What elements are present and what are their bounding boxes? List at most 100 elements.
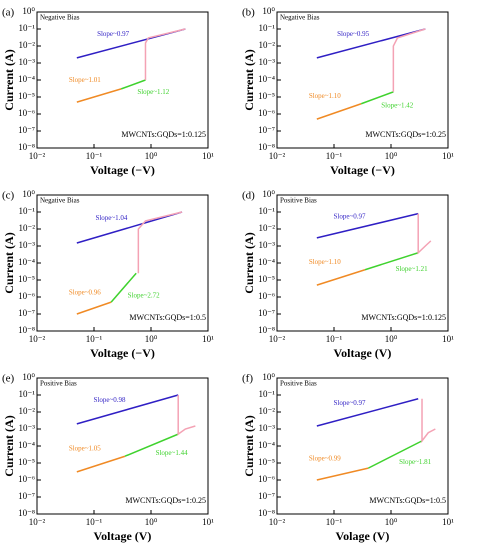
data-line [316,269,366,286]
y-axis-label: Current (A) [2,415,16,476]
y-tick-label: 10⁻⁶ [258,291,275,301]
y-tick-label: 10⁻³ [259,57,276,67]
y-tick-label: 10⁻³ [19,423,36,433]
data-line [360,91,394,105]
data-line [76,301,112,315]
y-tick-label: 10⁰ [22,189,35,199]
x-tick-label: 10¹ [202,151,214,161]
bias-label: Negative Bias [280,14,320,22]
x-axis-label: Voltage (−V) [90,346,155,360]
data-line [316,467,369,481]
y-tick-label: 10⁻⁷ [258,308,275,318]
y-tick-label: 10⁻⁴ [18,440,35,450]
data-line [110,272,137,303]
data-line [76,88,122,103]
y-axis-label: Current (A) [242,232,256,293]
y-tick-label: 10⁻⁷ [18,308,35,318]
data-line [364,252,419,271]
data-line [417,213,432,255]
y-tick-label: 10⁻¹ [259,206,276,216]
y-tick-label: 10⁻¹ [19,206,36,216]
slope-annotation: Slope~0.97 [334,399,366,407]
panel-label: (c) [2,190,15,202]
slope-annotation: Slope~0.99 [309,455,341,463]
slope-annotation: Slope~1.10 [309,258,341,266]
y-tick-label: 10⁻⁸ [258,325,275,335]
x-axis-label: Voltage (−V) [330,163,395,177]
x-tick-label: 10⁻² [269,334,286,344]
panel: 10⁻⁸ 10⁻⁷ 10⁻⁶ 10⁻⁵ 10⁻⁴ 10⁻³ 10⁻² 10⁻¹ 10⁰ 10⁻² 1… [242,6,454,177]
slope-annotation: Slope~0.97 [334,212,366,220]
x-axis-label: Voltage (V) [94,529,152,543]
y-tick-label: 10⁻² [259,406,276,416]
slope-annotation: Slope~0.95 [337,30,369,38]
data-line [76,455,126,473]
y-tick-label: 10⁻⁴ [258,440,275,450]
slope-annotation: Slope~1.44 [156,449,188,457]
y-tick-label: 10⁰ [262,6,275,16]
y-tick-label: 10⁻⁵ [258,274,275,284]
sample-label: MWCNTs:GQDs=1:0.125 [361,313,446,322]
y-tick-label: 10⁻⁴ [258,257,275,267]
y-tick-label: 10⁰ [262,189,275,199]
y-tick-label: 10⁻⁶ [18,291,35,301]
y-tick-label: 10⁻⁸ [18,325,35,335]
data-line [316,398,419,427]
y-tick-label: 10⁻⁴ [18,257,35,267]
y-tick-label: 10⁻¹ [19,389,36,399]
slope-annotation: Slope~1.21 [396,265,428,273]
y-tick-label: 10⁻⁸ [18,508,35,518]
slope-annotation: Slope~1.42 [381,101,413,109]
y-tick-label: 10⁻⁵ [18,457,35,467]
data-line [120,79,146,90]
data-line [421,398,436,444]
x-tick-label: 10⁰ [145,517,158,527]
slope-annotation: Slope~1.81 [399,458,431,466]
data-line [316,103,362,120]
y-axis-label: Current (A) [242,49,256,110]
y-tick-label: 10⁻⁵ [18,274,35,284]
panel-label: (e) [2,373,15,385]
y-tick-label: 10⁻³ [259,240,276,250]
data-line [76,394,179,425]
panel: 10⁻⁸ 10⁻⁷ 10⁻⁶ 10⁻⁵ 10⁻⁴ 10⁻³ 10⁻² 10⁻¹ 10⁰ 10⁻² 1… [2,6,214,177]
panel-label: (f) [242,373,253,385]
y-tick-label: 10⁰ [22,372,35,382]
x-tick-label: 10⁻² [29,517,46,527]
slope-annotation: Slope~1.05 [69,445,101,453]
y-tick-label: 10⁻⁷ [18,125,35,135]
slope-annotation: Slope~1.10 [309,92,341,100]
slope-annotation: Slope~0.96 [69,289,101,297]
slope-annotation: Slope~0.97 [97,30,129,38]
y-axis-label: Current (A) [2,232,16,293]
x-tick-label: 10⁻² [269,151,286,161]
x-tick-label: 10⁻¹ [86,517,103,527]
data-line [76,211,183,244]
bias-label: Negative Bias [40,197,80,205]
slope-annotation: Slope~1.01 [69,76,101,84]
x-tick-label: 10⁰ [145,334,158,344]
sample-label: MWCNTs:GQDs=1:0.5 [129,313,206,322]
y-tick-label: 10⁻⁸ [258,142,275,152]
x-tick-label: 10¹ [442,517,454,527]
x-tick-label: 10¹ [202,517,214,527]
y-tick-label: 10⁻⁶ [18,474,35,484]
x-tick-label: 10¹ [442,334,454,344]
y-tick-label: 10⁻⁵ [18,91,35,101]
y-tick-label: 10⁻² [259,223,276,233]
panel: 10⁻⁸ 10⁻⁷ 10⁻⁶ 10⁻⁵ 10⁻⁴ 10⁻³ 10⁻² 10⁻¹ 10⁰ 10⁻² 1… [242,189,454,360]
y-tick-label: 10⁻⁷ [258,125,275,135]
slope-annotation: Slope~1.04 [95,214,127,222]
bias-label: Positive Bias [280,197,317,205]
y-tick-label: 10⁻² [19,223,36,233]
data-line [124,433,179,457]
bias-label: Negative Bias [40,14,80,22]
y-tick-label: 10⁻⁶ [258,474,275,484]
y-tick-label: 10⁻⁸ [18,142,35,152]
y-tick-label: 10⁻² [19,406,36,416]
x-tick-label: 10⁻¹ [86,334,103,344]
x-axis-label: Voltage (V) [334,346,392,360]
sample-label: MWCNTs:GQDs=1:0.5 [369,496,446,505]
y-tick-label: 10⁻³ [19,57,36,67]
x-tick-label: 10⁰ [385,151,398,161]
